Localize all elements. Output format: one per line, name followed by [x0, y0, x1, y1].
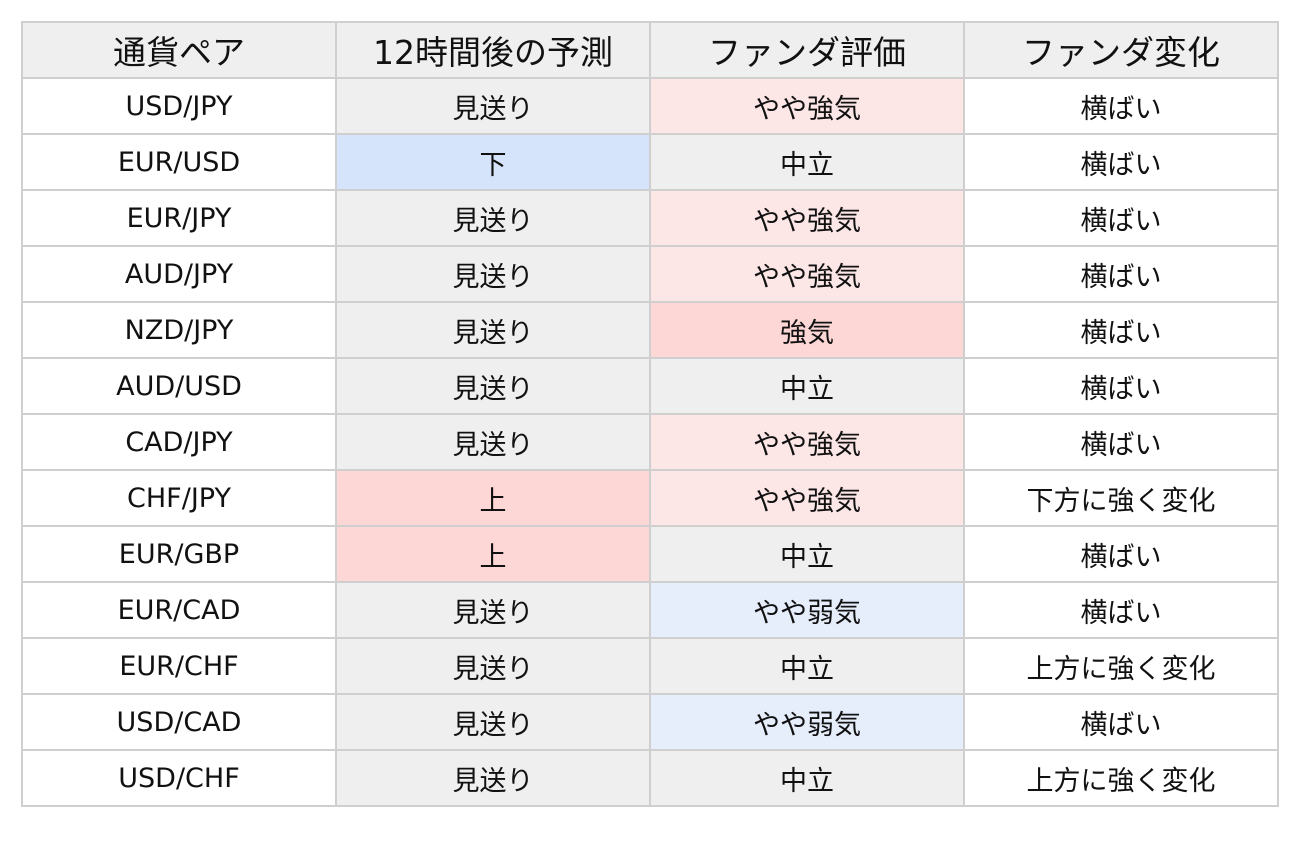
- pair-cell: CAD/JPY: [21, 413, 337, 471]
- fundamental-cell: 強気: [649, 301, 965, 359]
- table-row: USD/CHF 見送り 中立 上方に強く変化: [21, 749, 1279, 807]
- table-row: CAD/JPY 見送り やや強気 横ばい: [21, 413, 1279, 471]
- table-row: EUR/USD 下中立 横ばい: [21, 133, 1279, 191]
- table-row: USD/JPY 見送り やや強気 横ばい: [21, 77, 1279, 135]
- change-cell: 横ばい: [963, 357, 1279, 415]
- pair-cell: USD/CAD: [21, 693, 337, 751]
- header-pair: 通貨ペア: [21, 21, 337, 79]
- table-row: AUD/JPY 見送り やや強気 横ばい: [21, 245, 1279, 303]
- forecast-cell: 上: [335, 469, 651, 527]
- pair-cell: EUR/CHF: [21, 637, 337, 695]
- fundamental-cell: やや弱気: [649, 581, 965, 639]
- change-cell: 横ばい: [963, 133, 1279, 191]
- change-cell: 横ばい: [963, 245, 1279, 303]
- table-row: NZD/JPY 見送り 強気 横ばい: [21, 301, 1279, 359]
- forecast-cell: 見送り: [335, 189, 651, 247]
- table-row: USD/CAD 見送り やや弱気 横ばい: [21, 693, 1279, 751]
- fundamental-cell: 中立: [649, 357, 965, 415]
- pair-cell: EUR/USD: [21, 133, 337, 191]
- fundamental-cell: やや強気: [649, 245, 965, 303]
- forecast-cell: 見送り: [335, 77, 651, 135]
- forecast-cell: 見送り: [335, 693, 651, 751]
- change-cell: 横ばい: [963, 525, 1279, 583]
- table-row: EUR/JPY 見送り やや強気 横ばい: [21, 189, 1279, 247]
- forex-forecast-table: 通貨ペア 12時間後の予測 ファンダ評価 ファンダ変化 USD/JPY 見送り やや…: [21, 21, 1279, 807]
- table-body: USD/JPY 見送り やや強気 横ばい EUR/USD 下中立 横ばい EUR/JPY 見送り…: [21, 77, 1279, 807]
- table-row: AUD/USD 見送り 中立 横ばい: [21, 357, 1279, 415]
- pair-cell: EUR/GBP: [21, 525, 337, 583]
- change-cell: 横ばい: [963, 693, 1279, 751]
- pair-cell: EUR/CAD: [21, 581, 337, 639]
- header-forecast: 12時間後の予測: [335, 21, 651, 79]
- table-row: CHF/JPY 上やや強気 下方に強く変化: [21, 469, 1279, 527]
- forecast-cell: 下: [335, 133, 651, 191]
- fundamental-cell: やや強気: [649, 77, 965, 135]
- fundamental-cell: やや強気: [649, 413, 965, 471]
- fundamental-cell: 中立: [649, 133, 965, 191]
- change-cell: 上方に強く変化: [963, 637, 1279, 695]
- fundamental-cell: やや弱気: [649, 693, 965, 751]
- change-cell: 横ばい: [963, 189, 1279, 247]
- change-cell: 横ばい: [963, 581, 1279, 639]
- header-fundamental: ファンダ評価: [649, 21, 965, 79]
- pair-cell: CHF/JPY: [21, 469, 337, 527]
- forecast-cell: 見送り: [335, 245, 651, 303]
- header-change: ファンダ変化: [963, 21, 1279, 79]
- fundamental-cell: やや強気: [649, 469, 965, 527]
- pair-cell: USD/JPY: [21, 77, 337, 135]
- forecast-cell: 見送り: [335, 749, 651, 807]
- fundamental-cell: 中立: [649, 637, 965, 695]
- header-row: 通貨ペア 12時間後の予測 ファンダ評価 ファンダ変化: [21, 21, 1279, 79]
- pair-cell: NZD/JPY: [21, 301, 337, 359]
- forecast-cell: 見送り: [335, 581, 651, 639]
- change-cell: 横ばい: [963, 301, 1279, 359]
- change-cell: 横ばい: [963, 77, 1279, 135]
- forecast-cell: 見送り: [335, 301, 651, 359]
- pair-cell: AUD/JPY: [21, 245, 337, 303]
- fundamental-cell: 中立: [649, 525, 965, 583]
- fundamental-cell: 中立: [649, 749, 965, 807]
- forecast-cell: 見送り: [335, 637, 651, 695]
- table-row: EUR/GBP 上中立 横ばい: [21, 525, 1279, 583]
- change-cell: 下方に強く変化: [963, 469, 1279, 527]
- pair-cell: EUR/JPY: [21, 189, 337, 247]
- forecast-cell: 上: [335, 525, 651, 583]
- table-row: EUR/CHF 見送り 中立 上方に強く変化: [21, 637, 1279, 695]
- change-cell: 横ばい: [963, 413, 1279, 471]
- pair-cell: USD/CHF: [21, 749, 337, 807]
- forecast-cell: 見送り: [335, 413, 651, 471]
- change-cell: 上方に強く変化: [963, 749, 1279, 807]
- forecast-cell: 見送り: [335, 357, 651, 415]
- table-row: EUR/CAD 見送り やや弱気 横ばい: [21, 581, 1279, 639]
- pair-cell: AUD/USD: [21, 357, 337, 415]
- fundamental-cell: やや強気: [649, 189, 965, 247]
